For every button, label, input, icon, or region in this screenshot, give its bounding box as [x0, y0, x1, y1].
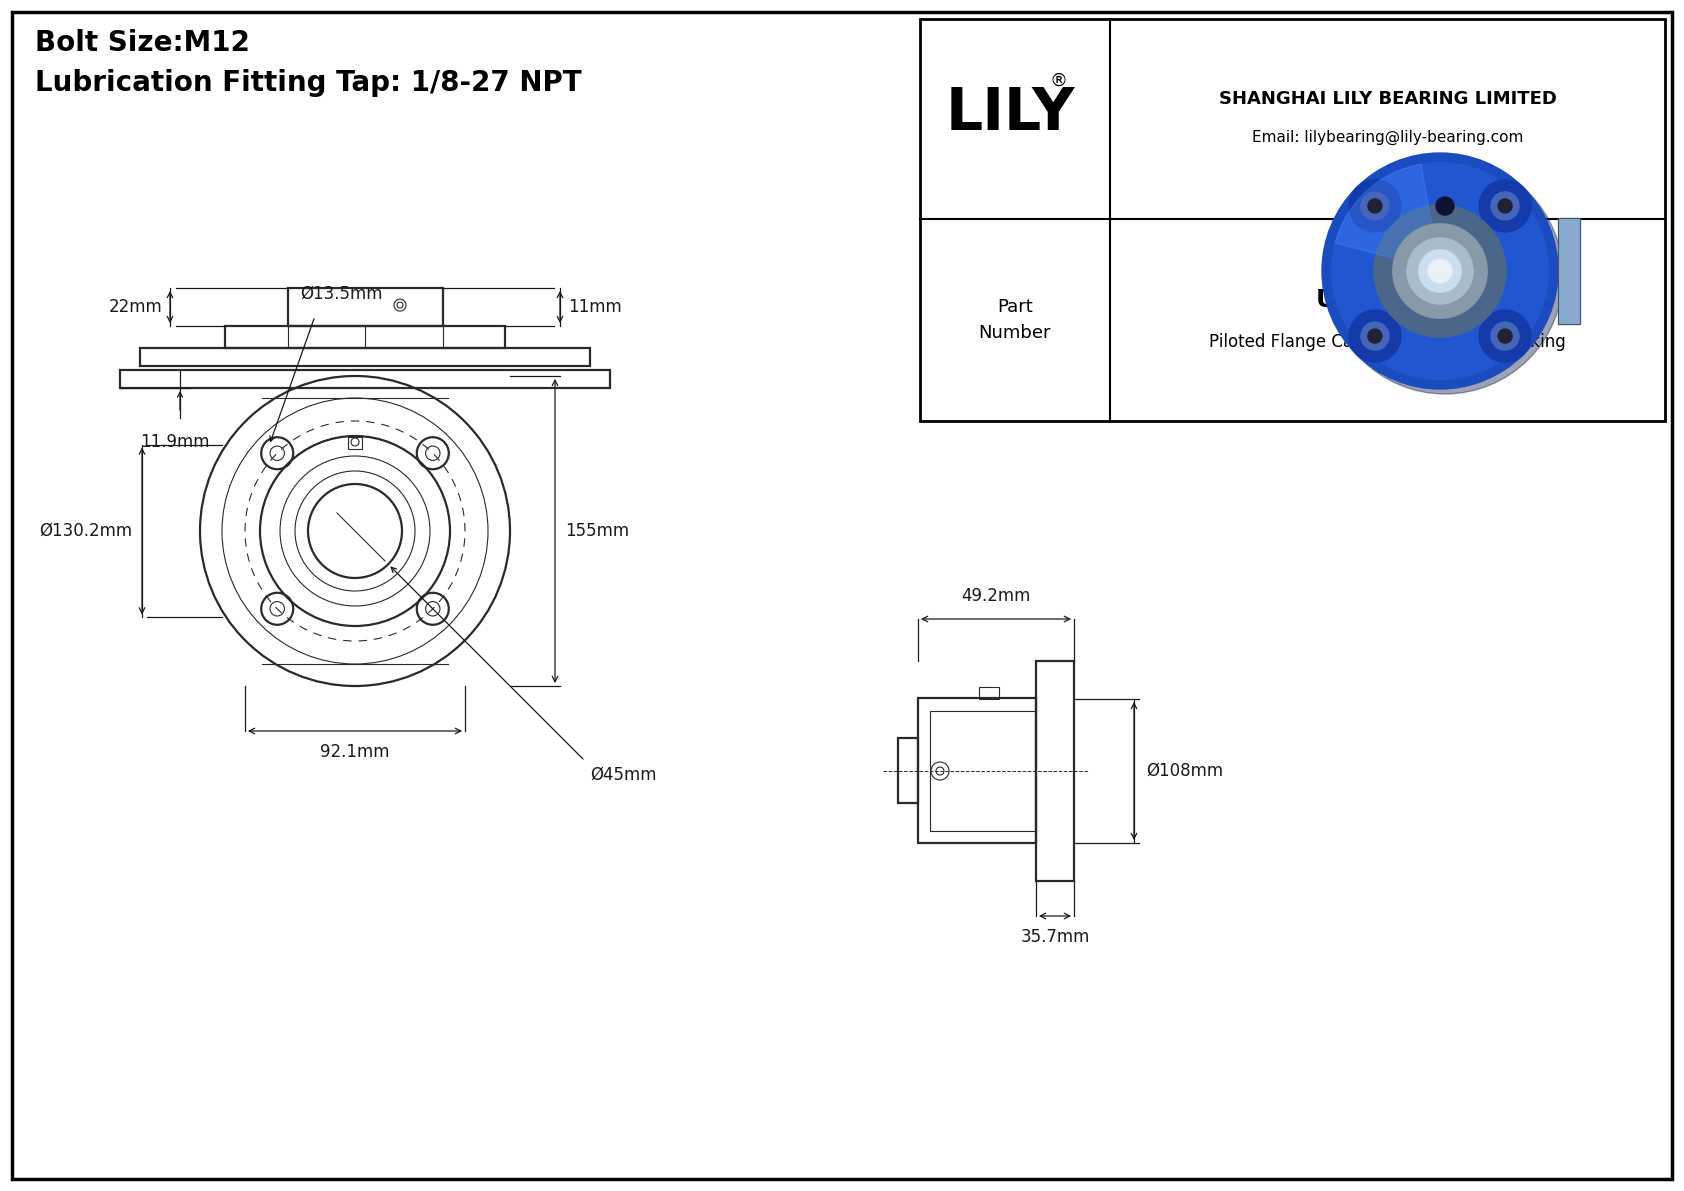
Bar	[1036, 661, 1074, 881]
Text: 35.7mm: 35.7mm	[1021, 928, 1090, 946]
Bar	[226, 326, 505, 348]
Circle shape	[1490, 192, 1519, 220]
Bar	[349, 437, 362, 449]
Text: 92.1mm: 92.1mm	[320, 743, 389, 761]
Circle shape	[1327, 158, 1563, 394]
Circle shape	[1428, 260, 1452, 282]
Circle shape	[1436, 197, 1453, 216]
Text: Ø130.2mm: Ø130.2mm	[39, 522, 131, 540]
Circle shape	[1349, 180, 1401, 232]
Bar	[140, 348, 589, 366]
Text: 11mm: 11mm	[568, 298, 621, 316]
Circle shape	[1490, 322, 1519, 350]
Bar	[919, 19, 1665, 420]
Text: Lubrication Fitting Tap: 1/8-27 NPT: Lubrication Fitting Tap: 1/8-27 NPT	[35, 69, 581, 96]
Text: Ø13.5mm: Ø13.5mm	[300, 285, 382, 303]
Text: SHANGHAI LILY BEARING LIMITED: SHANGHAI LILY BEARING LIMITED	[1219, 91, 1556, 108]
Text: Bolt Size:M12: Bolt Size:M12	[35, 29, 249, 57]
Circle shape	[1393, 224, 1487, 318]
Circle shape	[1479, 310, 1531, 362]
Circle shape	[1367, 199, 1383, 213]
Bar	[898, 738, 918, 803]
Circle shape	[1374, 205, 1505, 337]
Bar	[978, 687, 999, 699]
Bar	[1558, 218, 1580, 324]
Circle shape	[1499, 329, 1512, 343]
Text: Part
Number: Part Number	[978, 299, 1051, 342]
Circle shape	[1349, 310, 1401, 362]
Text: Email: lilybearing@lily-bearing.com: Email: lilybearing@lily-bearing.com	[1251, 130, 1524, 144]
Text: 155mm: 155mm	[566, 522, 630, 540]
Text: 22mm: 22mm	[108, 298, 162, 316]
Text: 49.2mm: 49.2mm	[962, 587, 1031, 605]
Bar	[120, 370, 610, 388]
Text: Ø108mm: Ø108mm	[1147, 762, 1223, 780]
Circle shape	[1332, 162, 1549, 380]
Circle shape	[1406, 238, 1474, 304]
Circle shape	[1499, 199, 1512, 213]
Wedge shape	[1335, 164, 1440, 272]
Bar	[918, 698, 1036, 843]
Text: Piloted Flange Cartridge Set Screw Locking: Piloted Flange Cartridge Set Screw Locki…	[1209, 333, 1566, 351]
Circle shape	[1418, 250, 1462, 292]
Text: ®: ®	[1049, 71, 1068, 91]
Text: 11.9mm: 11.9mm	[140, 434, 210, 451]
Bar	[288, 288, 443, 326]
Circle shape	[1361, 322, 1389, 350]
Text: Ø45mm: Ø45mm	[589, 766, 657, 784]
Bar	[1558, 218, 1580, 324]
Text: LILY: LILY	[945, 86, 1074, 143]
Circle shape	[1322, 152, 1558, 389]
Circle shape	[1367, 329, 1383, 343]
Circle shape	[1361, 192, 1389, 220]
Circle shape	[1479, 180, 1531, 232]
Text: UCFCF209: UCFCF209	[1315, 288, 1458, 312]
